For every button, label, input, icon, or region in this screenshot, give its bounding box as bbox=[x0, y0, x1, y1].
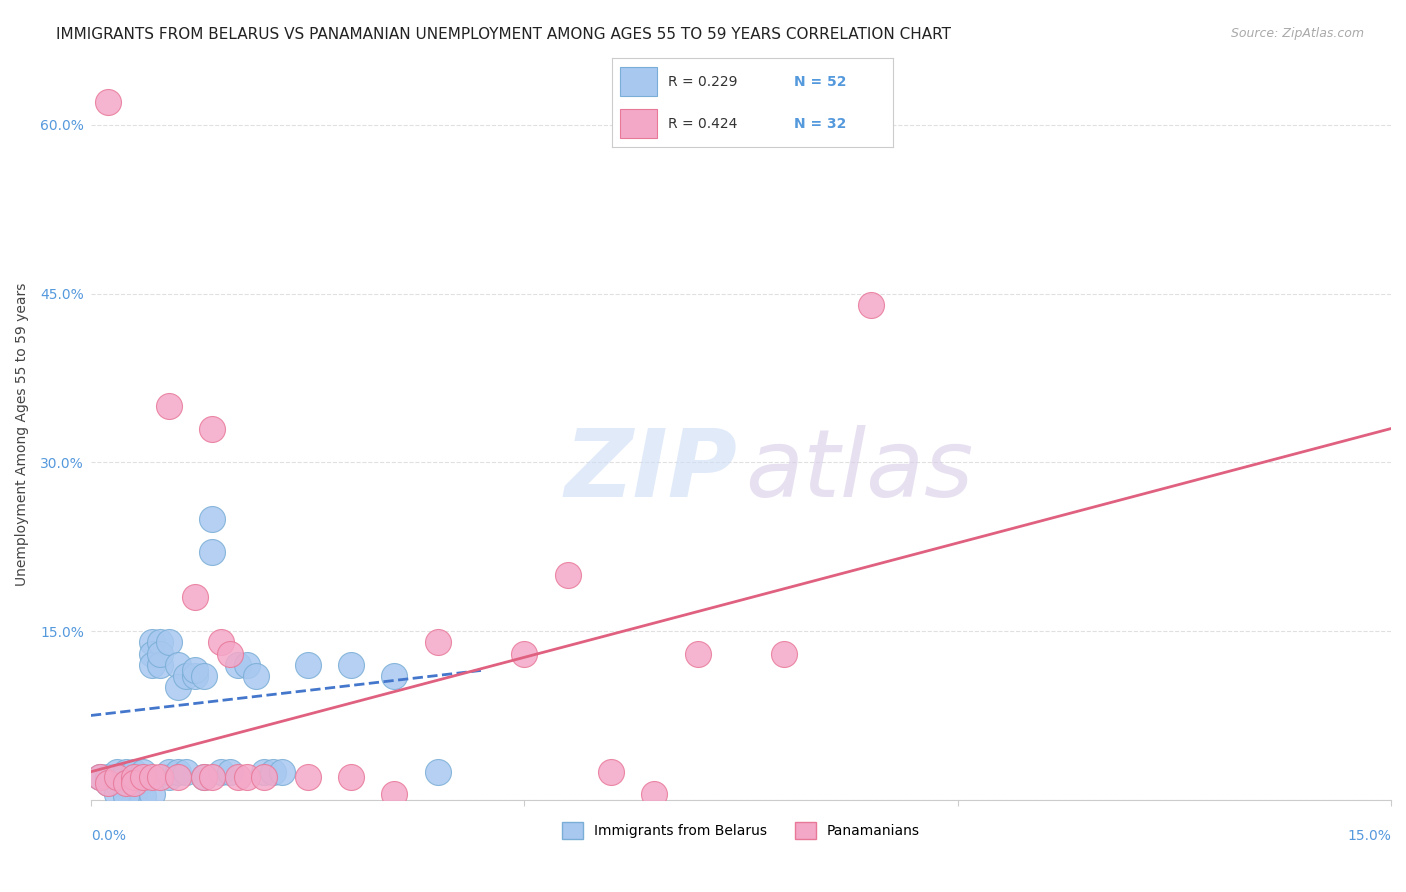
Point bbox=[201, 511, 224, 525]
Point bbox=[174, 764, 197, 779]
Point bbox=[218, 764, 240, 779]
Point bbox=[174, 669, 197, 683]
Text: 0.0%: 0.0% bbox=[91, 829, 127, 843]
Point bbox=[132, 789, 155, 804]
Point bbox=[105, 770, 128, 784]
Point bbox=[157, 770, 180, 784]
Point bbox=[105, 787, 128, 801]
Point bbox=[114, 776, 136, 790]
Point bbox=[426, 764, 449, 779]
Point bbox=[226, 770, 249, 784]
Point bbox=[201, 545, 224, 559]
Point bbox=[643, 787, 665, 801]
Point bbox=[141, 657, 163, 672]
Point bbox=[382, 669, 405, 683]
Point bbox=[122, 776, 145, 790]
Point bbox=[184, 664, 207, 678]
Point bbox=[236, 657, 259, 672]
Point bbox=[340, 770, 363, 784]
Point bbox=[114, 776, 136, 790]
Bar bbox=[620, 67, 657, 96]
Point bbox=[97, 770, 120, 784]
Point bbox=[513, 647, 536, 661]
Point bbox=[114, 764, 136, 779]
Text: R = 0.229: R = 0.229 bbox=[668, 75, 737, 88]
Point bbox=[297, 657, 319, 672]
Point bbox=[253, 770, 276, 784]
Point bbox=[382, 787, 405, 801]
Point bbox=[600, 764, 623, 779]
Point bbox=[166, 681, 188, 695]
Point bbox=[122, 776, 145, 790]
Bar bbox=[620, 109, 657, 138]
Point bbox=[122, 770, 145, 784]
Point bbox=[184, 669, 207, 683]
Point bbox=[193, 669, 215, 683]
Point bbox=[122, 770, 145, 784]
Point bbox=[122, 787, 145, 801]
Point bbox=[209, 764, 232, 779]
Point bbox=[89, 770, 111, 784]
Text: 15.0%: 15.0% bbox=[1347, 829, 1391, 843]
Point bbox=[340, 657, 363, 672]
Point bbox=[97, 776, 120, 790]
Point bbox=[166, 770, 188, 784]
Point bbox=[149, 635, 172, 649]
Point bbox=[89, 770, 111, 784]
Point bbox=[270, 764, 292, 779]
Point bbox=[201, 770, 224, 784]
Point bbox=[132, 764, 155, 779]
Text: Source: ZipAtlas.com: Source: ZipAtlas.com bbox=[1230, 27, 1364, 40]
Point bbox=[193, 770, 215, 784]
Point bbox=[166, 764, 188, 779]
Text: N = 32: N = 32 bbox=[794, 117, 846, 130]
Text: R = 0.424: R = 0.424 bbox=[668, 117, 737, 130]
Text: atlas: atlas bbox=[745, 425, 973, 516]
Point bbox=[132, 772, 155, 787]
Point bbox=[262, 764, 284, 779]
Text: ZIP: ZIP bbox=[564, 425, 737, 516]
Point bbox=[245, 669, 267, 683]
Point bbox=[157, 635, 180, 649]
Point bbox=[157, 764, 180, 779]
Point bbox=[773, 647, 796, 661]
Point bbox=[218, 647, 240, 661]
Point bbox=[209, 635, 232, 649]
Point bbox=[149, 657, 172, 672]
Point bbox=[149, 770, 172, 784]
Point bbox=[557, 567, 579, 582]
Point bbox=[297, 770, 319, 784]
Point bbox=[859, 298, 882, 312]
Point bbox=[141, 635, 163, 649]
Point bbox=[193, 770, 215, 784]
Point bbox=[97, 776, 120, 790]
Text: N = 52: N = 52 bbox=[794, 75, 846, 88]
Y-axis label: Unemployment Among Ages 55 to 59 years: Unemployment Among Ages 55 to 59 years bbox=[15, 283, 30, 586]
Point bbox=[141, 770, 163, 784]
Point bbox=[201, 421, 224, 435]
Point bbox=[97, 95, 120, 110]
Legend: Immigrants from Belarus, Panamanians: Immigrants from Belarus, Panamanians bbox=[557, 816, 925, 844]
Point bbox=[114, 770, 136, 784]
Point bbox=[166, 657, 188, 672]
Point bbox=[105, 770, 128, 784]
Point bbox=[426, 635, 449, 649]
Point bbox=[686, 647, 709, 661]
Point bbox=[236, 770, 259, 784]
Point bbox=[114, 789, 136, 804]
Point bbox=[132, 770, 155, 784]
Point bbox=[253, 764, 276, 779]
Point bbox=[141, 787, 163, 801]
Point bbox=[184, 591, 207, 605]
Point bbox=[157, 399, 180, 413]
Point bbox=[141, 647, 163, 661]
Point bbox=[149, 647, 172, 661]
Point bbox=[122, 764, 145, 779]
Point bbox=[226, 657, 249, 672]
Text: IMMIGRANTS FROM BELARUS VS PANAMANIAN UNEMPLOYMENT AMONG AGES 55 TO 59 YEARS COR: IMMIGRANTS FROM BELARUS VS PANAMANIAN UN… bbox=[56, 27, 952, 42]
Point bbox=[132, 770, 155, 784]
Point bbox=[105, 776, 128, 790]
Point bbox=[105, 764, 128, 779]
